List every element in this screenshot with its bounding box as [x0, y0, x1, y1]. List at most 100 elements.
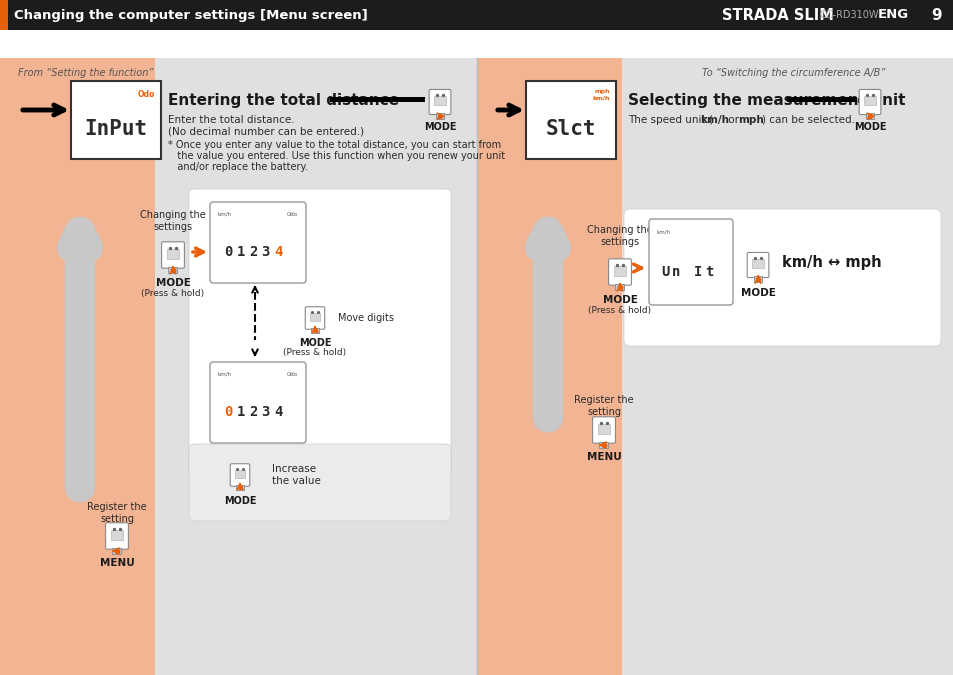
Text: (No decimal number can be entered.): (No decimal number can be entered.) — [168, 127, 364, 137]
Text: 1: 1 — [236, 244, 245, 259]
Bar — [751, 259, 763, 269]
Text: Odo: Odo — [287, 372, 297, 377]
Text: and/or replace the battery.: and/or replace the battery. — [168, 162, 308, 172]
Bar — [436, 113, 444, 119]
Bar — [0, 30, 953, 58]
FancyBboxPatch shape — [305, 306, 324, 329]
Text: MENU: MENU — [586, 452, 620, 462]
Bar — [112, 547, 121, 554]
Bar — [330, 97, 424, 102]
Text: 9: 9 — [931, 7, 942, 22]
FancyBboxPatch shape — [210, 202, 306, 283]
Text: MODE: MODE — [224, 496, 256, 506]
Text: CC-RD310W: CC-RD310W — [820, 10, 879, 20]
FancyBboxPatch shape — [210, 362, 306, 443]
Text: Register the
setting: Register the setting — [574, 395, 633, 416]
Text: km/h: km/h — [700, 115, 728, 125]
Text: mph: mph — [594, 89, 609, 94]
Text: ENG: ENG — [877, 9, 908, 22]
FancyBboxPatch shape — [525, 81, 616, 159]
Bar — [476, 58, 621, 675]
Text: 3: 3 — [261, 244, 270, 259]
Text: Slct: Slct — [545, 119, 596, 139]
Bar — [0, 0, 953, 30]
Text: (Press & hold): (Press & hold) — [283, 348, 346, 357]
Text: n: n — [672, 265, 679, 279]
Text: MODE: MODE — [740, 288, 775, 298]
FancyBboxPatch shape — [648, 219, 732, 305]
Text: (Press & hold): (Press & hold) — [588, 306, 651, 315]
Text: I: I — [694, 265, 701, 279]
Text: 2: 2 — [249, 244, 257, 259]
FancyBboxPatch shape — [429, 90, 451, 115]
Text: 0: 0 — [224, 244, 232, 259]
Text: 2: 2 — [249, 404, 257, 418]
FancyBboxPatch shape — [189, 189, 451, 481]
Text: The speed unit (: The speed unit ( — [627, 115, 712, 125]
Bar — [310, 313, 320, 321]
Text: Odo: Odo — [137, 90, 154, 99]
Text: Changing the computer settings [Menu screen]: Changing the computer settings [Menu scr… — [14, 9, 367, 22]
Text: km/h: km/h — [657, 229, 670, 234]
Text: Odo: Odo — [287, 212, 297, 217]
Text: Selecting the measurement unit: Selecting the measurement unit — [627, 92, 904, 107]
FancyBboxPatch shape — [71, 81, 161, 159]
Text: 4: 4 — [274, 404, 282, 418]
Text: t: t — [704, 265, 713, 279]
Text: MENU: MENU — [99, 558, 134, 568]
Text: 3: 3 — [261, 404, 270, 418]
Bar — [169, 267, 177, 273]
FancyBboxPatch shape — [859, 90, 880, 115]
FancyBboxPatch shape — [592, 416, 615, 443]
Text: MODE: MODE — [155, 278, 191, 288]
FancyBboxPatch shape — [623, 209, 940, 346]
Text: InPut: InPut — [85, 119, 148, 139]
Text: Entering the total distance: Entering the total distance — [168, 92, 398, 107]
Bar — [434, 97, 446, 105]
FancyBboxPatch shape — [189, 444, 451, 521]
Bar — [236, 485, 244, 490]
Bar — [167, 249, 179, 259]
Text: ) can be selected.: ) can be selected. — [761, 115, 854, 125]
Text: the value you entered. Use this function when you renew your unit: the value you entered. Use this function… — [168, 151, 504, 161]
Text: MODE: MODE — [602, 295, 637, 305]
Text: MODE: MODE — [853, 122, 885, 132]
Bar — [0, 58, 154, 675]
Text: MODE: MODE — [298, 338, 331, 348]
FancyBboxPatch shape — [106, 523, 129, 549]
Bar — [613, 266, 626, 275]
Text: * Once you enter any value to the total distance, you can start from: * Once you enter any value to the total … — [168, 140, 500, 150]
Text: Enter the total distance.: Enter the total distance. — [168, 115, 294, 125]
Text: From “Setting the function”: From “Setting the function” — [18, 68, 153, 78]
Text: km/h: km/h — [592, 95, 609, 100]
Text: Register the
setting: Register the setting — [87, 502, 147, 524]
Text: (Press & hold): (Press & hold) — [141, 289, 204, 298]
Text: MODE: MODE — [423, 122, 456, 132]
Bar — [615, 284, 624, 290]
Text: km/h: km/h — [218, 212, 232, 217]
Bar — [597, 424, 610, 433]
Text: Changing the
settings: Changing the settings — [140, 210, 206, 232]
Text: 0: 0 — [224, 404, 232, 418]
Text: Move digits: Move digits — [337, 313, 394, 323]
Bar — [0, 0, 8, 30]
Bar — [311, 328, 318, 333]
Bar — [111, 530, 123, 539]
Bar — [234, 470, 245, 478]
FancyBboxPatch shape — [746, 252, 768, 277]
Text: To “Switching the circumference A/B”: To “Switching the circumference A/B” — [700, 68, 884, 78]
Bar — [864, 113, 873, 119]
Text: 1: 1 — [236, 404, 245, 418]
Text: or: or — [724, 115, 741, 125]
Text: U: U — [660, 265, 669, 279]
FancyBboxPatch shape — [161, 242, 184, 268]
Text: STRADA SLIM: STRADA SLIM — [721, 7, 833, 22]
Bar — [786, 97, 856, 102]
Bar — [753, 276, 761, 282]
Bar — [863, 97, 875, 105]
FancyBboxPatch shape — [230, 464, 250, 486]
Text: Increase
the value: Increase the value — [272, 464, 320, 486]
Text: Changing the
settings: Changing the settings — [586, 225, 652, 246]
Bar — [598, 441, 608, 448]
Text: 4: 4 — [274, 244, 282, 259]
